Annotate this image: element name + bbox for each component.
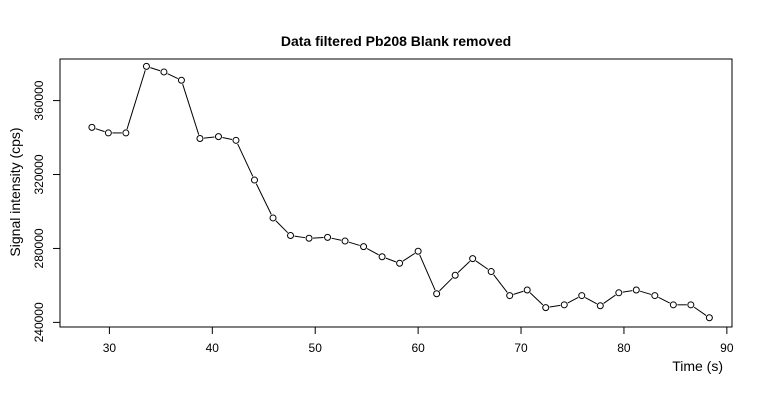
series-segment [294,235,306,239]
x-tick-label: 60 [411,341,425,355]
data-point [506,292,514,300]
data-point [396,259,404,267]
series-segment [150,67,161,72]
y-tick-label: 360000 [32,80,46,120]
data-point [324,233,332,241]
series-segment [331,237,342,241]
series-segment [457,261,471,273]
series-segment [182,83,200,135]
data-point [560,301,568,309]
y-axis: 240000 280000 320000 360000 [32,80,61,342]
y-tick-label: 320000 [32,154,46,194]
series-segment [203,136,215,139]
chart-title: Data filtered Pb208 Blank removed [281,33,511,49]
series-segment [167,73,179,79]
series-segment [585,297,598,305]
x-tick-label: 90 [720,341,734,355]
series-segment [475,260,489,270]
series-segment [366,248,379,256]
data-point [142,62,150,70]
series-segment [658,296,670,304]
data-point [269,214,277,222]
data-point [523,286,531,294]
data-point [632,286,640,294]
data-point [596,302,604,310]
data-point [104,129,112,137]
data-point [578,292,586,300]
x-tick-label: 80 [617,341,631,355]
x-tick-label: 40 [206,341,220,355]
series-segment [439,277,453,292]
data-point [542,304,550,312]
series-segment [549,304,561,308]
data-point [433,290,441,298]
x-axis: 30 40 50 60 70 80 90 [103,326,734,355]
x-tick-label: 50 [309,341,323,355]
series-segment [126,70,146,130]
data-point [414,247,422,255]
data-point [232,136,240,144]
y-tick-label: 240000 [32,302,46,342]
data-point [687,301,695,309]
data-point [177,76,185,84]
data-point [378,253,386,261]
data-point [651,292,659,300]
series-segment [348,241,360,246]
series-segment [529,292,544,306]
x-tick-label: 30 [103,341,117,355]
data-point [669,301,677,309]
data-point [250,176,258,184]
data-point [341,237,349,245]
series-segment [222,136,233,140]
series-segment [95,128,105,133]
data-point [305,234,313,242]
y-axis-label: Signal intensity (cps) [7,127,23,256]
data-point [122,129,130,137]
series-layer [88,62,713,322]
series-segment [513,290,524,295]
series-segment [255,183,272,215]
series-segment [402,252,416,262]
series-segment [693,306,707,316]
series-segment [237,143,254,177]
data-point [88,123,96,131]
series-segment [622,290,633,293]
series-segment [313,237,324,239]
data-point [615,289,623,297]
data-point [360,243,368,251]
data-point [214,133,222,141]
series-segment [639,290,652,295]
data-point [196,134,204,142]
x-axis-label: Time (s) [672,358,723,374]
series-segment [419,254,436,291]
series-segment [275,220,289,234]
series-segment [567,297,579,304]
data-point [487,268,495,276]
data-point [705,314,713,322]
data-point [160,68,168,76]
series-segment [385,257,397,263]
data-point [287,232,295,240]
data-point [469,255,477,263]
series-segment [493,274,508,293]
data-point [451,271,459,279]
x-tick-label: 70 [514,341,528,355]
y-tick-label: 280000 [32,228,46,268]
series-segment [603,294,616,304]
